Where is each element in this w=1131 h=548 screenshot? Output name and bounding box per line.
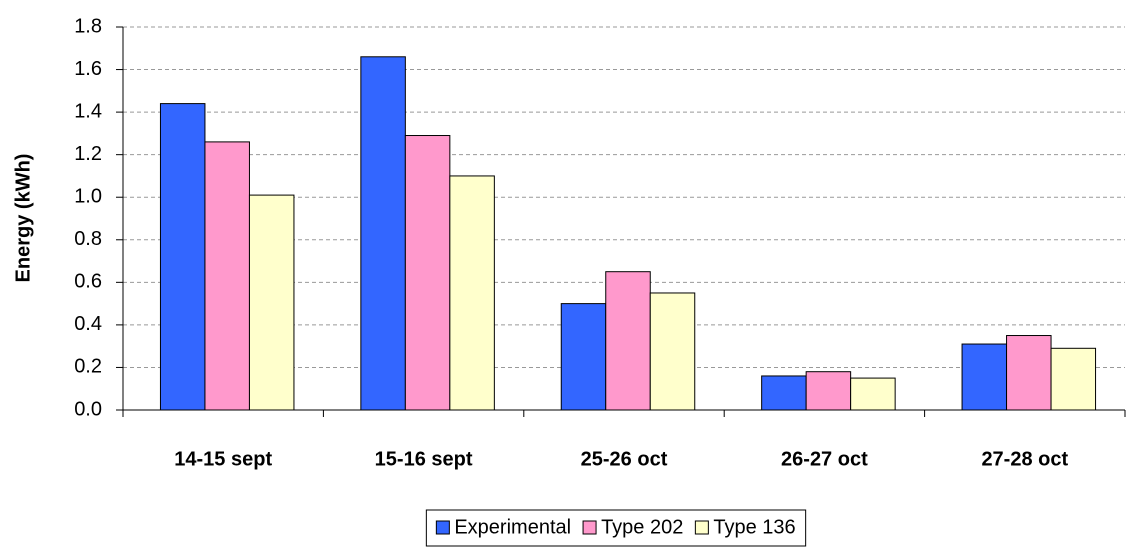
legend-swatch — [435, 520, 450, 535]
bar — [159, 103, 206, 411]
y-tick-label: 0.4 — [74, 313, 102, 335]
bar — [560, 303, 607, 411]
y-tick-label: 1.6 — [74, 58, 102, 80]
bar — [1050, 347, 1097, 411]
x-tick-label: 14-15 sept — [174, 448, 272, 470]
x-tick-label: 15-16 sept — [375, 448, 473, 470]
bar — [360, 56, 406, 411]
x-tick-label: 25-26 oct — [581, 448, 668, 470]
y-tick-label: 0.0 — [74, 398, 102, 420]
y-tick-label: 1.0 — [74, 186, 102, 208]
legend-label: Experimental — [454, 516, 571, 538]
bar — [805, 371, 852, 411]
bar — [850, 377, 896, 411]
y-tick-label: 0.2 — [74, 356, 102, 378]
bar — [1006, 335, 1052, 411]
y-tick-label: 1.2 — [74, 143, 102, 165]
bar — [649, 292, 696, 411]
bar — [248, 194, 295, 411]
legend — [425, 509, 807, 547]
x-tick-label: 26-27 oct — [781, 448, 868, 470]
legend-label: Type 202 — [601, 516, 683, 538]
y-tick-label: 1.8 — [74, 15, 102, 37]
x-tick-label: 27-28 oct — [981, 448, 1068, 470]
legend-label: Type 136 — [713, 516, 795, 538]
y-tick-label: 0.6 — [74, 271, 102, 293]
bar — [204, 141, 250, 411]
y-tick-label: 1.4 — [74, 100, 102, 122]
bar — [404, 135, 451, 411]
legend-swatch — [694, 520, 709, 535]
legend-swatch — [582, 520, 597, 535]
bar — [761, 375, 807, 411]
bar — [449, 175, 495, 411]
bar — [605, 271, 651, 411]
y-tick-label: 0.8 — [74, 228, 102, 250]
bar — [961, 343, 1008, 411]
y-axis-title: Energy (kWh) — [12, 154, 34, 283]
